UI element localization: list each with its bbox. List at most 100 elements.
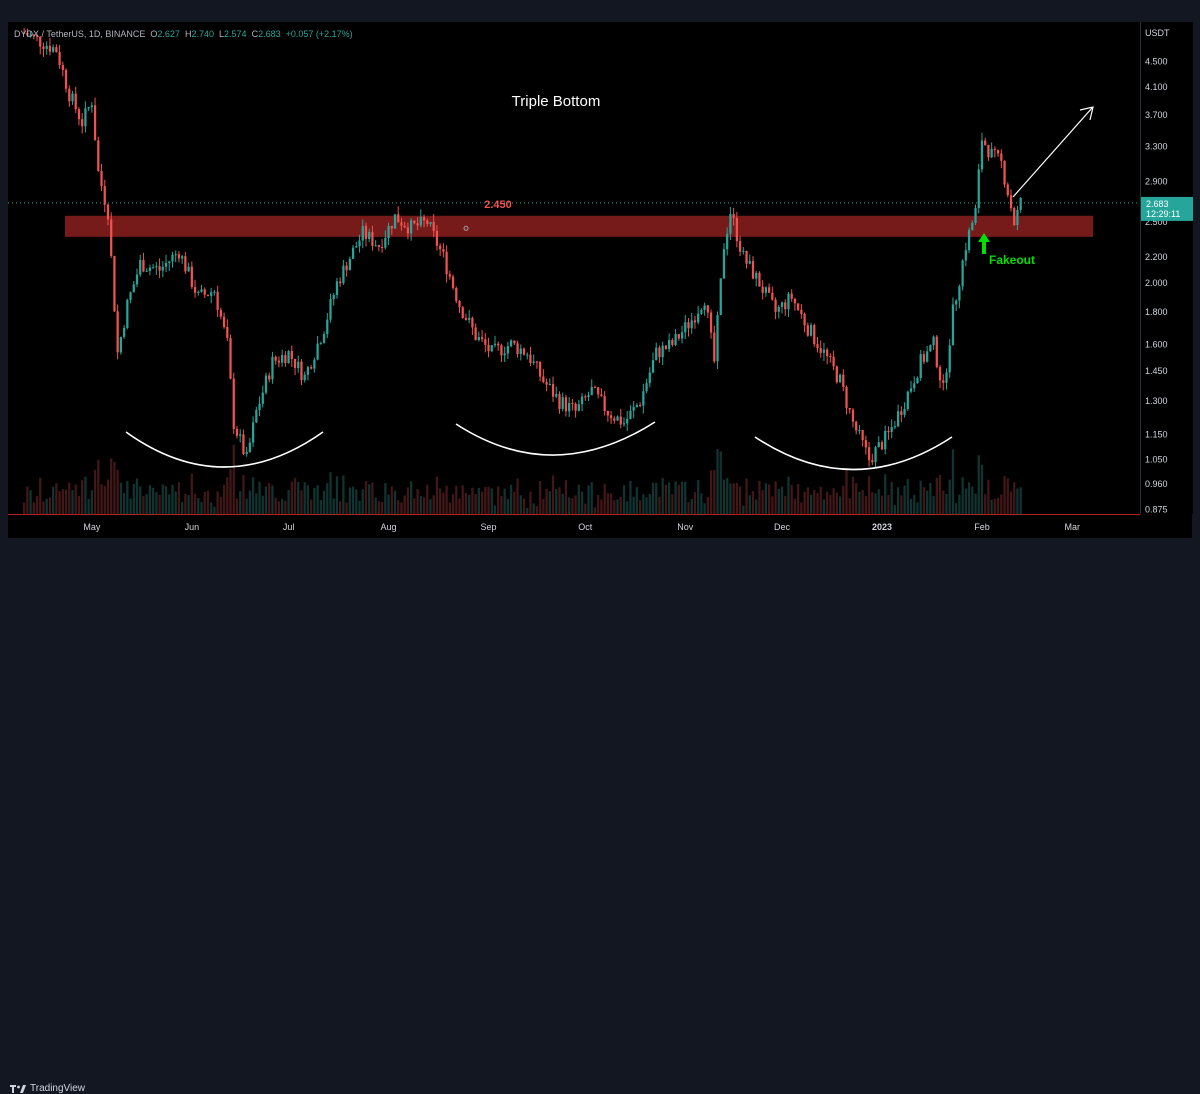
time-axis[interactable]: May Jun Jul Aug Sep Oct Nov Dec 2023 Feb Mar: [8, 514, 1140, 539]
volume-bar: [287, 489, 290, 514]
volume-bar: [771, 496, 774, 514]
brand-name: TradingView: [30, 1083, 86, 1094]
price-tick-label: 1.600: [1145, 339, 1168, 349]
volume-bar: [455, 485, 458, 514]
candle-body: [64, 70, 68, 89]
candle-body: [380, 247, 384, 249]
volume-bar: [213, 506, 216, 514]
candle-body: [429, 221, 432, 225]
volume-bar: [384, 483, 387, 514]
candle-body: [258, 403, 261, 410]
plot-area[interactable]: 2.450 Fakeout Triple Bottom: [8, 22, 1140, 514]
candle-body: [22, 32, 26, 34]
volume-bar: [867, 476, 871, 514]
candle-body: [161, 266, 164, 271]
time-tick-layer: May Jun Jul Aug Sep Oct Nov Dec 2023 Feb Mar: [83, 522, 1080, 532]
volume-bar: [503, 488, 506, 514]
candle-body: [210, 292, 213, 296]
volume-bar: [903, 485, 906, 514]
volume-bar: [880, 495, 884, 514]
volume-bar: [961, 477, 964, 514]
price-axis[interactable]: USDT 4.500 4.100 3.700 3.300 2.900 2.500 2.200…: [1140, 22, 1193, 514]
volume-bar: [377, 501, 381, 514]
candle-body: [58, 52, 61, 65]
candle-body: [348, 258, 351, 271]
volume-bar: [697, 479, 700, 514]
volume-bar: [826, 491, 829, 514]
candle-body: [758, 272, 761, 287]
candle-body: [967, 230, 971, 251]
candle-body: [103, 186, 106, 205]
candle-body: [971, 222, 974, 231]
volume-bar: [155, 492, 158, 514]
fakeout-arrow-icon: [978, 233, 990, 254]
volume-bar: [297, 481, 300, 514]
candle-body: [590, 386, 593, 396]
volume-bar: [445, 485, 448, 514]
volume-bar: [332, 498, 335, 514]
volume-bar: [722, 479, 726, 514]
candle-body: [335, 281, 339, 295]
candle-body: [884, 430, 887, 450]
symbol-label: DYDX / TetherUS, 1D, BINANCE: [14, 29, 146, 39]
candle-body: [1019, 197, 1022, 210]
price-chart[interactable]: 2.450 Fakeout Triple Bottom: [8, 22, 1140, 514]
volume-bar: [316, 485, 319, 514]
candle-body: [926, 351, 929, 362]
volume-bar: [693, 492, 697, 514]
volume-bar: [281, 499, 284, 514]
candle-body: [951, 304, 955, 346]
volume-bar: [303, 482, 306, 514]
candle-body: [535, 361, 539, 363]
volume-bar: [400, 502, 403, 514]
volume-bar: [535, 506, 539, 514]
candle-body: [55, 47, 58, 53]
volume-bar: [938, 475, 942, 514]
volume-bar: [855, 483, 858, 514]
close-value: 2.683: [258, 29, 281, 39]
volume-bar: [93, 470, 97, 514]
candle-body: [619, 416, 622, 425]
current-price-value: 2.683: [1146, 199, 1169, 209]
volume-bar: [448, 502, 451, 514]
candle-body: [310, 367, 313, 369]
candle-body: [871, 460, 874, 463]
volume-bar: [468, 495, 471, 514]
candle-body: [232, 378, 235, 429]
candle-body: [522, 348, 526, 355]
candle-body: [822, 349, 826, 353]
candle-body: [609, 415, 613, 419]
volume-bar: [848, 498, 851, 514]
volume-bar: [674, 481, 677, 514]
volume-bar: [116, 469, 119, 514]
candle-body: [532, 361, 535, 364]
candle-body: [93, 105, 97, 141]
volume-bar: [593, 507, 597, 514]
candle-body: [287, 350, 290, 364]
volume-bar: [742, 505, 745, 514]
volume-bar: [816, 493, 819, 514]
price-axis-svg[interactable]: USDT 4.500 4.100 3.700 3.300 2.900 2.500 2.200…: [1141, 22, 1193, 514]
candle-body: [477, 337, 480, 341]
volume-bar: [310, 499, 313, 514]
volume-bar: [948, 479, 951, 514]
candle-body: [277, 360, 281, 363]
candle-body: [651, 360, 655, 373]
time-axis-svg[interactable]: May Jun Jul Aug Sep Oct Nov Dec 2023 Feb Mar: [8, 515, 1140, 539]
candle-body: [406, 227, 410, 234]
brand[interactable]: TradingView: [10, 1083, 85, 1094]
candle-body: [100, 170, 103, 187]
volume-bar: [319, 500, 322, 514]
volume-bar: [48, 497, 52, 514]
volume-bar: [977, 455, 980, 514]
candle-body: [787, 293, 790, 310]
candle-body: [555, 394, 558, 397]
volume-bar: [661, 477, 664, 514]
candle-body: [35, 35, 39, 37]
candle-body: [838, 374, 842, 383]
volume-bar: [635, 487, 639, 514]
volume-bar: [648, 494, 651, 514]
candle-body: [77, 109, 81, 120]
candle-body: [819, 348, 822, 353]
volume-bar: [493, 505, 497, 514]
